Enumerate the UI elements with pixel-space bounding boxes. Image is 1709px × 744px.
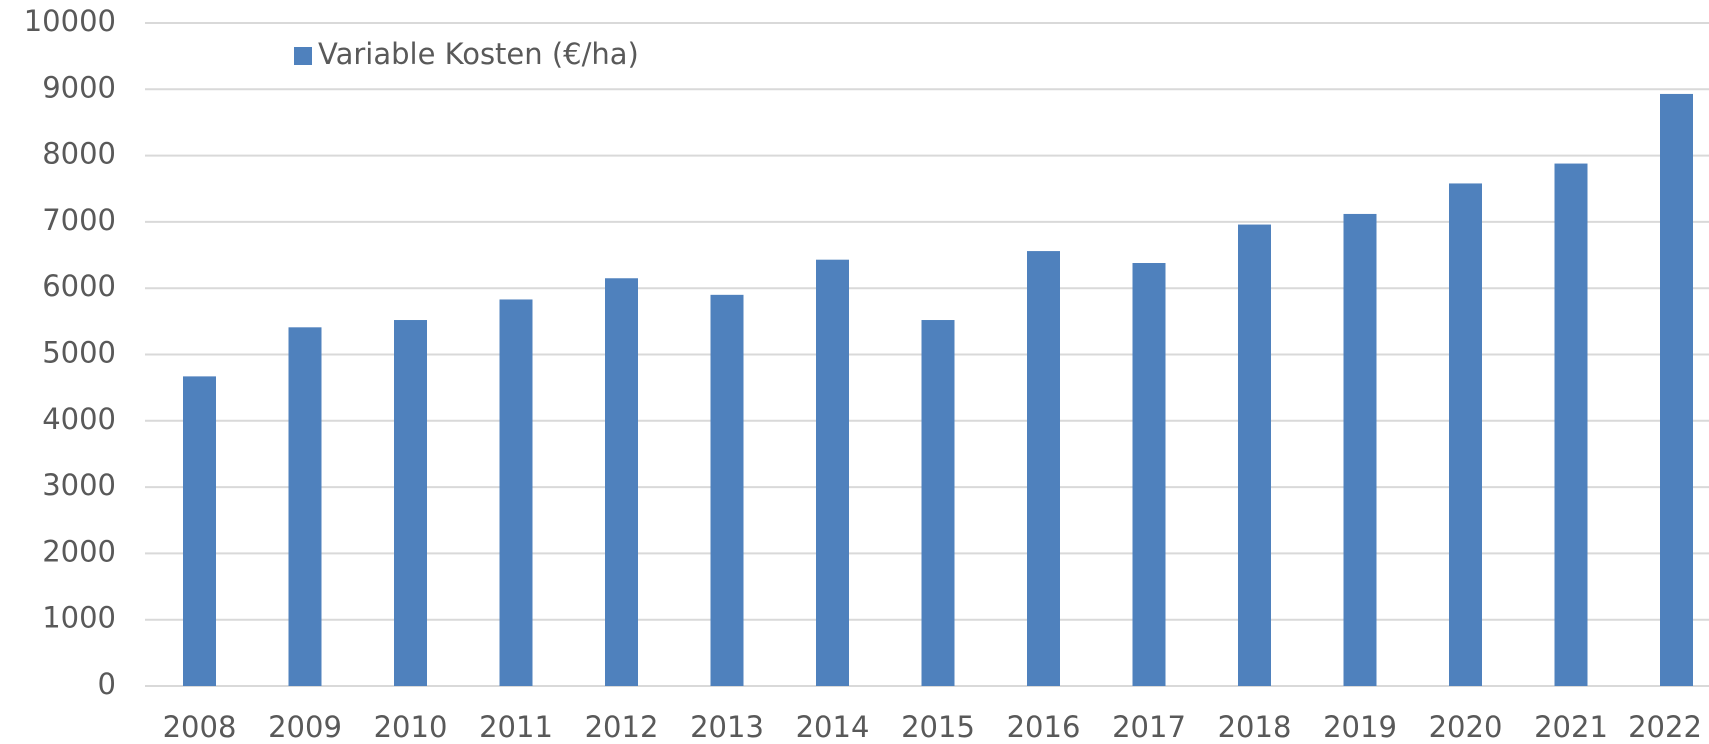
x-tick-label: 2009: [268, 710, 342, 744]
x-tick-label: 2014: [796, 710, 870, 744]
bar: [1238, 224, 1271, 686]
bar: [288, 327, 322, 686]
y-tick-label: 7000: [42, 203, 116, 237]
bar: [394, 320, 427, 686]
x-tick-label: 2011: [479, 710, 553, 744]
x-tick-label: 2018: [1218, 710, 1292, 744]
bar: [1132, 263, 1166, 686]
x-tick-label: 2021: [1534, 710, 1608, 744]
bar: [921, 320, 955, 686]
legend-swatch: [294, 47, 312, 65]
legend-label: Variable Kosten (€/ha): [318, 37, 639, 71]
bar: [1343, 213, 1377, 686]
y-tick-label: 3000: [42, 468, 116, 502]
y-tick-label: 9000: [42, 70, 116, 104]
y-tick-label: 4000: [42, 402, 116, 436]
x-tick-label: 2020: [1429, 710, 1503, 744]
bar: [1660, 93, 1693, 687]
bar: [499, 299, 533, 686]
y-tick-label: 10000: [24, 4, 116, 38]
y-tick-label: 8000: [42, 137, 116, 171]
y-tick-label: 0: [98, 667, 116, 701]
x-tick-label: 2017: [1112, 710, 1186, 744]
y-tick-label: 6000: [42, 269, 116, 303]
x-tick-label: 2012: [585, 710, 659, 744]
bar: [183, 376, 216, 686]
bar: [816, 259, 849, 686]
bar: [1554, 163, 1588, 686]
bar: [710, 294, 744, 686]
x-tick-label: 2015: [901, 710, 975, 744]
x-tick-label: 2010: [374, 710, 448, 744]
bar: [1449, 183, 1482, 687]
x-tick-label: 2008: [163, 710, 237, 744]
x-tick-label: 2013: [690, 710, 764, 744]
bar: [605, 278, 638, 686]
y-tick-label: 2000: [42, 534, 116, 568]
x-tick-label: 2019: [1323, 710, 1397, 744]
x-tick-label: 2016: [1007, 710, 1081, 744]
bar: [1027, 251, 1060, 686]
y-tick-label: 5000: [42, 336, 116, 370]
y-tick-label: 1000: [42, 601, 116, 635]
x-tick-label: 2022: [1628, 710, 1702, 744]
